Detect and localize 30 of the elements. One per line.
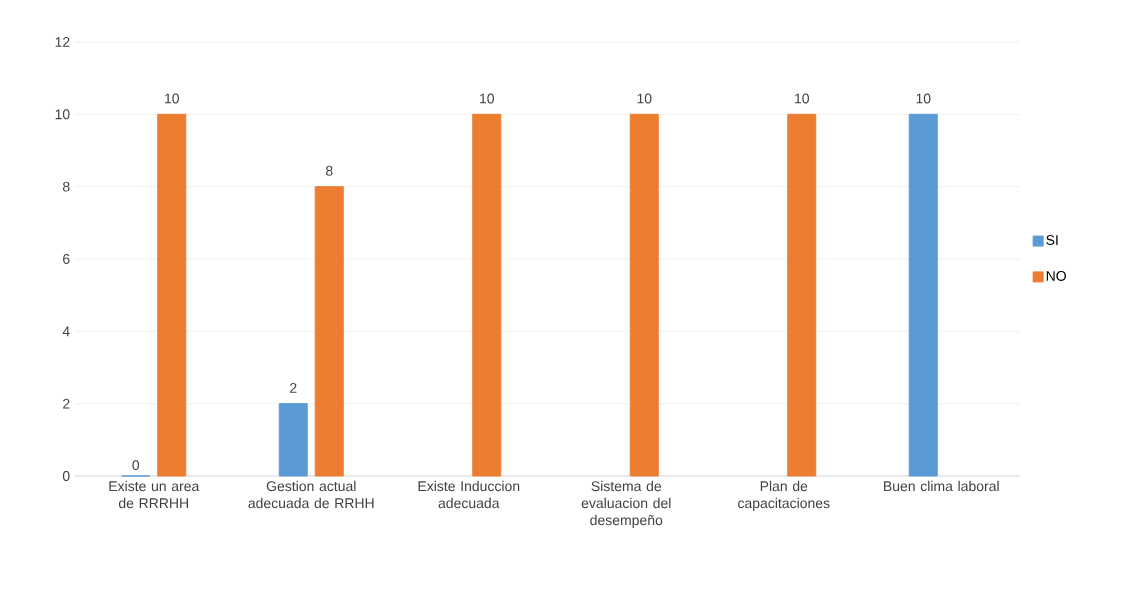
x-tick-label: Existe Induccion adecuada <box>418 480 520 509</box>
y-tick-label: 6 <box>63 254 70 264</box>
x-tick-label: Existe un area de RRRHH <box>109 480 200 509</box>
bar <box>787 113 817 477</box>
x-tick-label: Gestion actual adecuada de RRHH <box>248 480 374 509</box>
bar <box>472 113 502 477</box>
legend-label: NO <box>1046 270 1066 281</box>
y-tick-label: 10 <box>55 109 70 120</box>
y-tick-label: 4 <box>62 326 70 337</box>
bar <box>629 113 659 477</box>
x-tick-label: Buen clima laboral <box>884 480 999 492</box>
y-tick-label: 2 <box>63 398 70 409</box>
bar <box>908 113 938 477</box>
legend-label: SI <box>1046 235 1058 246</box>
y-tick-label: 0 <box>62 471 70 481</box>
y-tick-label: 8 <box>62 181 70 192</box>
data-label: 10 <box>480 93 494 104</box>
data-label: 2 <box>290 383 297 393</box>
bar <box>157 113 187 477</box>
data-label: 10 <box>165 93 179 104</box>
bar <box>278 403 308 477</box>
data-label: 10 <box>916 93 931 104</box>
x-tick-label: Plan de capacitaciones <box>738 480 830 511</box>
x-tick-label: Sistema de evaluacion del desempeño <box>581 480 671 528</box>
bar <box>314 186 344 477</box>
y-tick-label: 12 <box>55 37 70 47</box>
data-label: 8 <box>325 165 333 176</box>
data-label: 10 <box>637 93 652 104</box>
data-label: 10 <box>795 93 809 104</box>
data-label: 0 <box>132 460 140 471</box>
